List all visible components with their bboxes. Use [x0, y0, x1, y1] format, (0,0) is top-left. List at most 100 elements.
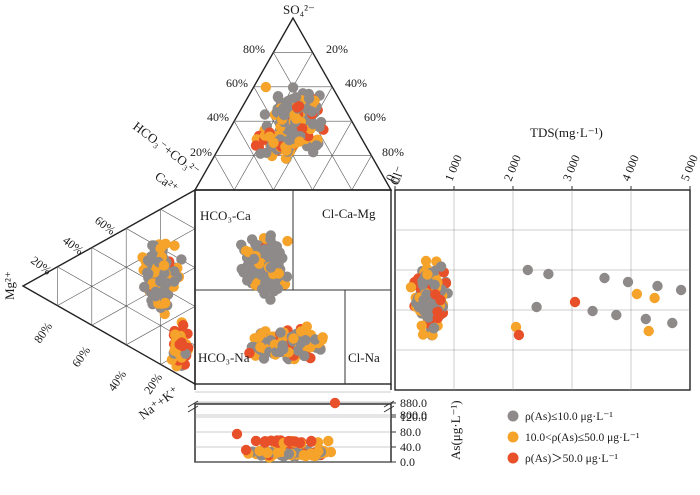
sample-point: [435, 261, 447, 272]
sample-point: [405, 282, 417, 293]
sample-point: [294, 136, 305, 147]
zero-label: 0: [388, 175, 403, 185]
sample-point: [631, 288, 643, 300]
sample-point: [667, 317, 678, 329]
sample-point: [288, 333, 299, 344]
legend: ρ(As)≤10.0 μg·L⁻¹ 10.0<ρ(As)≤50.0 μg·L⁻¹ ρ…: [507, 410, 640, 465]
legend-label: ρ(As)＞50.0 μg·L⁻¹: [525, 453, 619, 465]
label-ca: Ca²⁺: [152, 168, 181, 195]
as-tick-label: 40.0: [400, 440, 421, 454]
sample-point: [246, 269, 257, 280]
top-left-tick: 60%: [226, 76, 248, 90]
left-upper-tick: 40%: [60, 233, 86, 257]
sample-point: [522, 264, 533, 276]
sample-point: [649, 292, 660, 304]
apex-mg-label: Mg²⁺: [2, 271, 17, 300]
sample-point: [272, 245, 283, 256]
sample-point: [428, 322, 440, 334]
as-break-right: [383, 400, 395, 413]
sample-point: [287, 82, 299, 93]
sample-point: [258, 353, 270, 364]
sample-point: [323, 435, 334, 447]
sample-point: [291, 113, 302, 125]
as-tick-label: 880.0: [400, 396, 427, 410]
sample-point: [256, 328, 267, 339]
sample-point: [308, 147, 319, 158]
top-left-tick: 20%: [190, 145, 212, 159]
sample-point: [261, 249, 272, 260]
apex-cl-label: Cl⁻: [387, 164, 408, 187]
as-tick-label: 800.0: [400, 408, 427, 422]
sample-point: [260, 81, 272, 93]
region-cl-ca-mg: Cl-Ca-Mg: [322, 206, 376, 221]
sample-point: [169, 240, 180, 251]
sample-point: [248, 253, 260, 265]
as-tick-label: 80.0: [400, 425, 421, 439]
sample-point: [432, 306, 443, 317]
sample-point: [255, 148, 266, 159]
legend-marker: [507, 452, 519, 464]
as-axis-title: As(μg·L⁻¹): [448, 400, 463, 460]
left-upper-tick: 20%: [28, 253, 54, 277]
sample-point: [284, 125, 295, 137]
left-grid-line: [160, 208, 196, 230]
top-left-tick: 80%: [243, 42, 265, 56]
sample-point: [420, 255, 432, 267]
tds-tick-label: 2 000: [501, 153, 524, 183]
sample-point: [652, 280, 663, 292]
sample-point: [244, 347, 255, 359]
legend-marker: [507, 431, 519, 443]
sample-point: [278, 344, 289, 355]
sample-point: [531, 301, 542, 313]
sample-point: [250, 435, 262, 447]
top-right-tick: 40%: [345, 76, 367, 90]
sample-point: [305, 448, 316, 459]
tds-tick-label: 5 000: [678, 153, 700, 183]
sample-point: [272, 283, 283, 294]
sample-point: [254, 445, 265, 457]
sample-point: [160, 297, 171, 309]
sample-point: [238, 267, 249, 278]
sample-point: [256, 283, 268, 295]
top-grid-line: [351, 155, 372, 191]
sample-point: [306, 106, 318, 117]
left-upper-tick: 60%: [92, 213, 118, 237]
top-grid-line: [214, 155, 235, 191]
left-lower-tick: 40%: [105, 368, 129, 394]
sample-point: [569, 296, 581, 308]
sample-point: [143, 268, 154, 279]
sample-point: [622, 276, 634, 288]
sample-point: [150, 286, 161, 297]
sample-point: [231, 428, 243, 440]
sample-point: [317, 332, 328, 343]
sample-point: [293, 101, 305, 112]
tds-axis-title: TDS(mg·L⁻¹): [530, 125, 603, 140]
sample-point: [429, 279, 440, 290]
sample-point: [272, 92, 284, 103]
tds-panel: [394, 189, 691, 391]
as-break-left: [187, 400, 199, 413]
top-left-tick: 40%: [207, 110, 229, 124]
region-hco3-ca: HCO₃-Ca: [200, 208, 251, 223]
sample-point: [292, 345, 304, 356]
top-right-tick: 20%: [326, 42, 348, 56]
sample-point: [611, 309, 622, 321]
sample-point: [155, 243, 166, 254]
top-right-tick: 80%: [382, 145, 404, 159]
top-right-tick: 60%: [364, 110, 386, 124]
as-tick-label: 120.0: [400, 410, 427, 424]
sample-point: [281, 271, 293, 282]
tds-tick-label: 4 000: [619, 153, 642, 183]
sample-point: [265, 230, 276, 241]
legend-marker: [507, 410, 519, 422]
left-lower-tick: 60%: [69, 344, 93, 370]
sample-point: [297, 123, 308, 134]
sample-point: [170, 329, 181, 340]
sample-point: [283, 134, 295, 146]
sample-point: [295, 326, 307, 337]
apex-so4-label: SO₄²⁻: [283, 2, 315, 17]
sample-point: [169, 266, 180, 277]
sample-point: [246, 234, 258, 245]
sample-point: [281, 145, 292, 156]
sample-point: [421, 291, 432, 303]
